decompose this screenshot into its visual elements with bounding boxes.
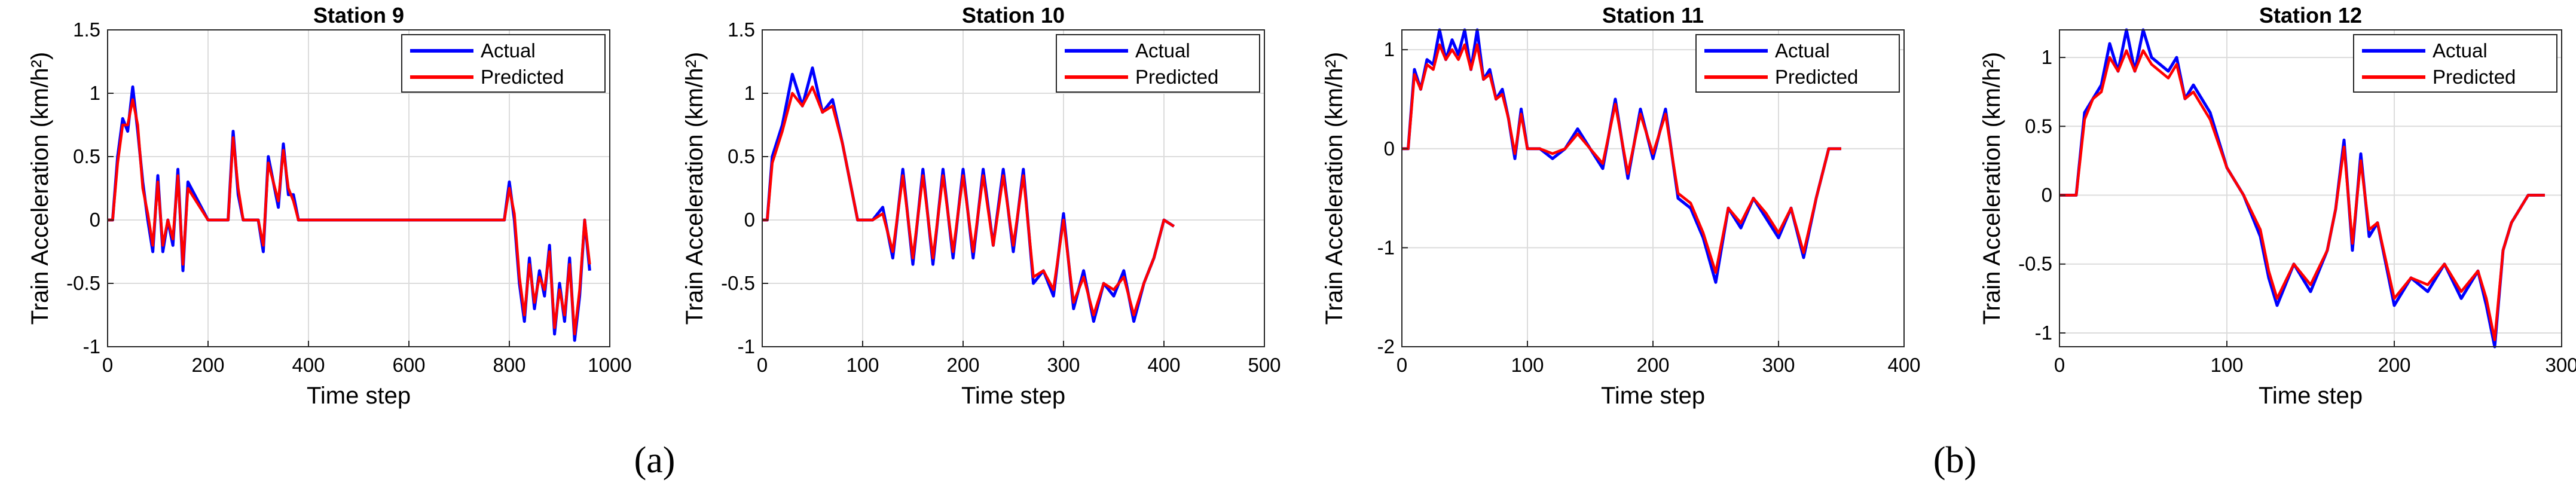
legend-label-predicted: Predicted: [2433, 66, 2516, 88]
legend: Actual Predicted: [1695, 34, 1900, 93]
x-tick-label: 200: [191, 354, 224, 376]
chart-3: 0 100 200 300 400 -2 -1 0 1 Station 11 Time step Tr…: [1321, 3, 1921, 409]
axes-box: [2059, 29, 2562, 347]
x-tick-label: 400: [292, 354, 325, 376]
y-tick-label: 0.5: [728, 145, 755, 167]
x-tick-label: 100: [1511, 354, 1544, 376]
x-tick-label: 1000: [588, 354, 631, 376]
y-tick-label: 1: [1384, 38, 1395, 60]
x-tick-label: 500: [1248, 354, 1281, 376]
series-line-predicted: [2059, 49, 2545, 341]
y-tick-label: 1: [90, 82, 100, 104]
x-tick-label: 400: [1147, 354, 1180, 376]
y-tick-label: -1: [1377, 236, 1395, 258]
x-tick-label: 200: [2378, 354, 2410, 376]
chart-title: Station 12: [2259, 3, 2362, 27]
x-tick-label: 300: [1047, 354, 1080, 376]
legend-box: [2353, 34, 2557, 93]
legend-label-actual: Actual: [1135, 39, 1190, 62]
y-tick-label: -0.5: [2018, 253, 2052, 275]
x-axis-label: Time step: [1601, 383, 1705, 409]
x-tick-label: 0: [2054, 354, 2065, 376]
x-tick-label: 100: [2210, 354, 2243, 376]
legend: Actual Predicted: [2353, 34, 2557, 93]
x-tick-label: 100: [846, 354, 879, 376]
panel-label-a: (a): [634, 440, 676, 481]
y-tick-label: 1.5: [73, 19, 100, 41]
series-line-predicted: [1402, 43, 1841, 274]
y-tick-label: -0.5: [66, 272, 100, 294]
y-tick-label: 0: [90, 209, 100, 231]
x-tick-label: 600: [392, 354, 425, 376]
legend-box: [401, 34, 606, 93]
y-tick-label: 0: [2042, 184, 2052, 206]
y-tick-label: 1: [2042, 46, 2052, 68]
legend: Actual Predicted: [1056, 34, 1260, 93]
y-axis-label: Train Acceleration (km/h²): [682, 52, 708, 325]
y-axis-label: Train Acceleration (km/h²): [1321, 52, 1347, 325]
y-tick-label: -1: [738, 335, 755, 357]
axes-box: [107, 29, 610, 347]
y-tick-label: -2: [1377, 335, 1395, 357]
legend-label-actual: Actual: [481, 39, 536, 62]
axes-box: [762, 29, 1265, 347]
chart-title: Station 11: [1602, 3, 1704, 27]
chart-2: 0 100 200 300 400 500 -1 -0.5 0 0.5 1 1.5 Station 10…: [682, 3, 1281, 409]
x-axis-label: Time step: [961, 383, 1065, 409]
y-tick-label: 0.5: [2025, 115, 2052, 137]
x-tick-label: 300: [1762, 354, 1795, 376]
chart-title: Station 9: [313, 3, 404, 27]
legend: Actual Predicted: [401, 34, 606, 93]
legend-label-actual: Actual: [1775, 39, 1830, 62]
x-tick-label: 300: [2545, 354, 2576, 376]
x-tick-label: 800: [493, 354, 525, 376]
legend-label-actual: Actual: [2433, 39, 2488, 62]
y-tick-label: 0: [744, 209, 755, 231]
y-tick-label: -0.5: [721, 272, 755, 294]
x-tick-label: 400: [1887, 354, 1920, 376]
y-axis-label: Train Acceleration (km/h²): [27, 52, 53, 325]
x-axis-label: Time step: [2259, 383, 2363, 409]
x-tick-label: 200: [1636, 354, 1669, 376]
legend-label-predicted: Predicted: [1135, 66, 1218, 88]
y-axis-label: Train Acceleration (km/h²): [1979, 52, 2005, 325]
y-tick-label: 1: [744, 82, 755, 104]
chart-title: Station 10: [962, 3, 1065, 27]
chart-4: 0 100 200 300 -1 -0.5 0 0.5 1 Station 12 Time step…: [1979, 3, 2576, 409]
series-line-predicted: [108, 98, 591, 336]
legend-label-predicted: Predicted: [1775, 66, 1858, 88]
panel-label-b: (b): [1933, 440, 1976, 481]
chart-1: 0 200 400 600 800 1000 -1 -0.5 0 0.5 1 1.5 Station 9…: [27, 3, 632, 409]
x-tick-label: 0: [1397, 354, 1407, 376]
y-tick-label: -1: [83, 335, 100, 357]
series-line-predicted: [762, 85, 1175, 317]
y-tick-label: 1.5: [728, 19, 755, 41]
legend-label-predicted: Predicted: [481, 66, 564, 88]
legend-box: [1056, 34, 1260, 93]
legend-box: [1695, 34, 1900, 93]
x-tick-label: 0: [757, 354, 768, 376]
y-tick-label: 0.5: [73, 145, 100, 167]
x-tick-label: 0: [102, 354, 113, 376]
x-tick-label: 200: [946, 354, 979, 376]
x-axis-label: Time step: [307, 383, 411, 409]
y-tick-label: 0: [1384, 137, 1395, 160]
y-tick-label: -1: [2035, 322, 2052, 344]
